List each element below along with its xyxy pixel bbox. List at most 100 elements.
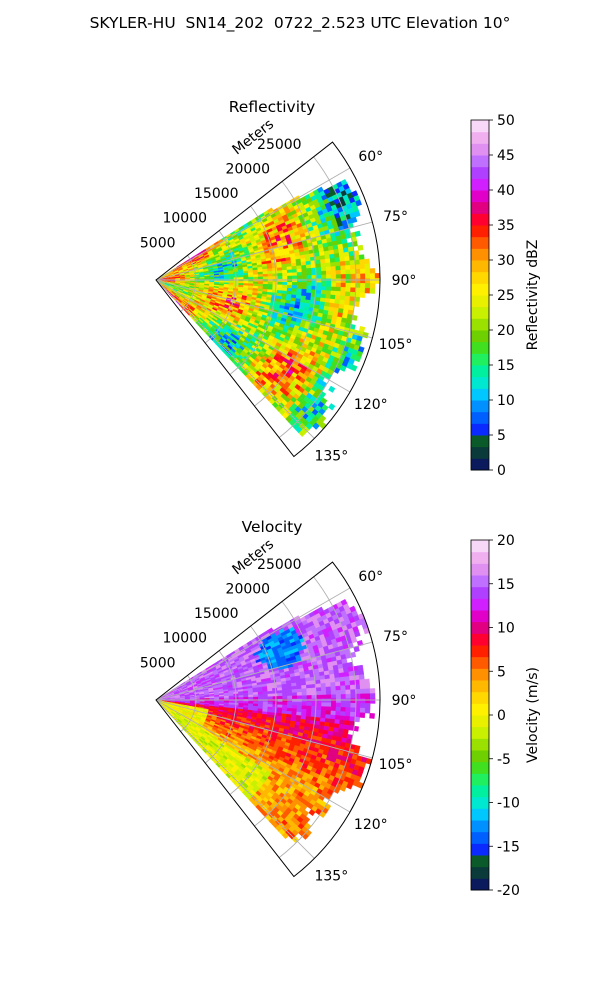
- radar-cell: [316, 694, 322, 700]
- radar-cell: [326, 694, 332, 700]
- radar-cell: [316, 286, 322, 291]
- radar-cell: [223, 697, 230, 700]
- range-tick-label: 20000: [226, 161, 271, 177]
- radar-cell: [267, 276, 274, 280]
- radar-cell: [320, 713, 327, 719]
- radar-cell: [257, 694, 264, 698]
- radar-cell: [248, 696, 254, 700]
- radar-cell: [359, 292, 366, 298]
- radar-cell: [253, 696, 259, 700]
- radar-cell: [338, 672, 345, 678]
- radar-cell: [335, 710, 341, 716]
- radar-cell: [320, 290, 327, 295]
- radar-cell: [334, 673, 340, 679]
- radar-cell: [315, 709, 322, 715]
- colorbar-tick-label: 5: [497, 428, 506, 444]
- azimuth-tick-label: 135°: [314, 448, 348, 464]
- radar-cell: [306, 698, 313, 703]
- radar-cell: [306, 278, 313, 283]
- colorbar-tick-label: 10: [497, 393, 515, 409]
- radar-cell: [272, 701, 278, 705]
- radar-cell: [325, 714, 331, 720]
- radar-cell: [321, 282, 327, 287]
- radar-cell: [331, 698, 337, 704]
- panel-reflectivity: Reflectivity500010000150002000025000Mete…: [140, 98, 541, 479]
- radar-cell: [369, 273, 376, 279]
- radar-cell: [320, 266, 327, 272]
- radar-cell: [301, 285, 308, 290]
- radar-cell: [306, 289, 312, 294]
- radar-cell: [354, 230, 361, 237]
- radar-cell: [296, 268, 303, 273]
- radar-cell: [348, 300, 355, 307]
- radar-cell: [243, 277, 249, 280]
- radar-cell: [296, 272, 303, 276]
- radar-cell: [287, 692, 293, 697]
- radar-cell: [340, 274, 347, 279]
- radar-cell: [292, 275, 298, 280]
- radar-cell: [306, 687, 312, 693]
- radar-cell: [301, 278, 308, 283]
- radar-cell: [345, 265, 351, 271]
- radar-cell: [360, 283, 366, 289]
- colorbar-swatch: [471, 306, 489, 319]
- radar-cell: [296, 285, 303, 290]
- radar-cell: [326, 278, 332, 284]
- radar-cell: [277, 284, 283, 289]
- radar-cell: [272, 281, 278, 285]
- colorbar-swatch: [471, 143, 489, 156]
- radar-cell: [330, 261, 336, 267]
- radar-cell: [345, 282, 351, 288]
- radar-cell: [328, 385, 336, 393]
- radar-cell: [301, 688, 307, 693]
- radar-cell: [343, 671, 350, 678]
- colorbar-swatch: [471, 400, 489, 413]
- radar-cell: [330, 681, 336, 687]
- radar-cell: [262, 271, 269, 275]
- radar-cell: [277, 696, 283, 700]
- radar-cell: [329, 677, 336, 683]
- radar-cell: [364, 268, 371, 274]
- radar-cell: [301, 684, 307, 690]
- radar-cell: [364, 258, 370, 265]
- radar-cell: [287, 281, 293, 286]
- radar-cell: [301, 271, 308, 276]
- radar-cell: [325, 290, 332, 296]
- radar-cell: [374, 278, 381, 284]
- radar-cell: [306, 695, 313, 700]
- range-tick-label: 10000: [162, 211, 207, 227]
- radar-cell: [350, 282, 356, 288]
- radar-cell: [339, 676, 346, 682]
- radar-cell: [238, 277, 244, 280]
- radar-cell: [345, 269, 351, 275]
- radar-cell: [365, 283, 371, 289]
- radar-cell: [321, 690, 327, 696]
- radar-cell: [321, 694, 327, 700]
- radar-cell: [325, 270, 332, 276]
- radar-cell: [357, 244, 364, 251]
- azimuth-tick-label: 105°: [379, 337, 413, 353]
- radar-cell: [287, 704, 293, 709]
- radar-cell: [287, 698, 293, 703]
- radar-cell: [364, 287, 371, 294]
- radar-cell: [334, 677, 341, 683]
- range-tick-label: 5000: [140, 235, 176, 251]
- radar-cell: [339, 256, 346, 262]
- radar-cell: [219, 277, 225, 280]
- radar-cell: [345, 287, 351, 293]
- radar-cell: [344, 300, 350, 306]
- radar-cell: [364, 263, 371, 270]
- colorbar-tick-label: 30: [497, 253, 515, 269]
- radar-cell: [277, 276, 283, 280]
- radar-cell: [228, 277, 235, 280]
- radar-cell: [320, 710, 327, 715]
- radar-data-reflectivity: [156, 178, 381, 437]
- radar-cell: [316, 274, 322, 280]
- radar-cell: [316, 267, 322, 272]
- radar-cell: [292, 281, 298, 286]
- radar-cell: [334, 715, 341, 721]
- radar-cell: [291, 265, 298, 270]
- colorbar-swatch: [471, 411, 489, 424]
- radar-cell: [272, 693, 278, 697]
